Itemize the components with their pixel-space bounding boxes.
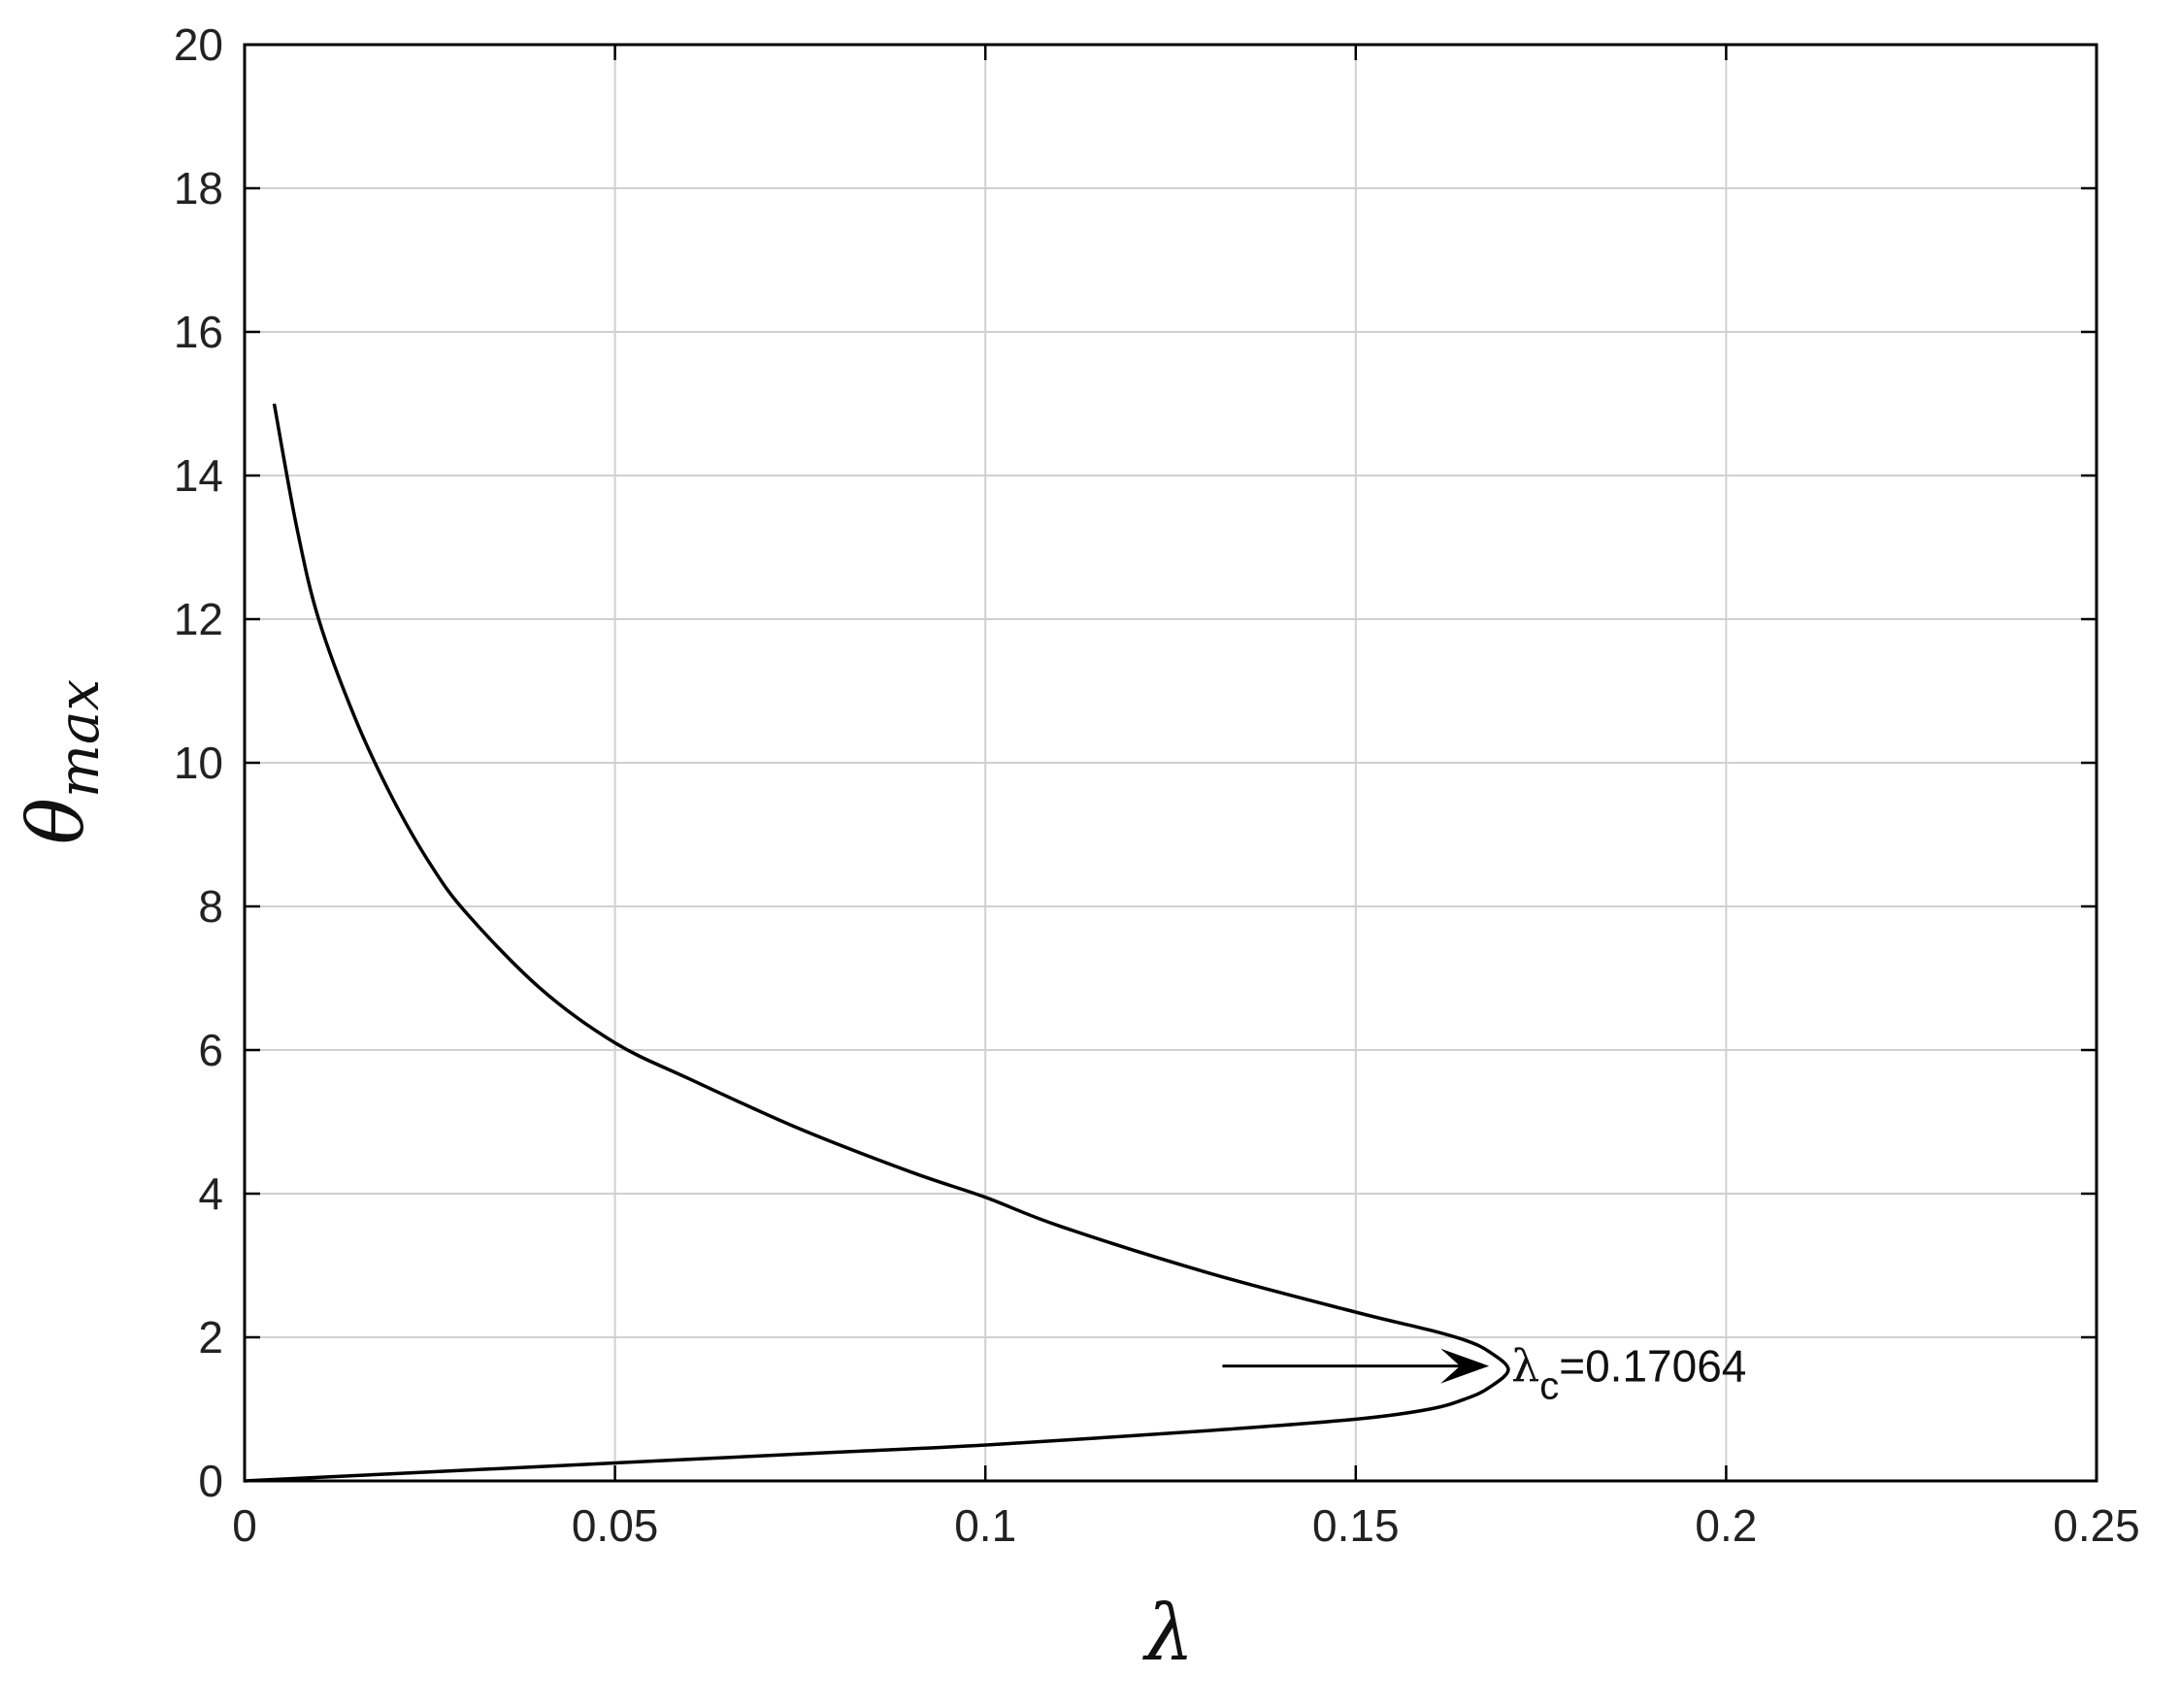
- series-line: [244, 403, 1510, 1483]
- y-tick-label: 12: [174, 594, 223, 644]
- series-group: [244, 403, 1510, 1483]
- y-tick-label: 6: [198, 1025, 223, 1075]
- grid: [245, 45, 2097, 1481]
- annotation-label-value: =0.17064: [1559, 1341, 1746, 1392]
- x-tick-label: 0.2: [1695, 1500, 1757, 1551]
- y-axis-label-group: θmax: [11, 679, 112, 844]
- annotation-label-subscript: c: [1539, 1365, 1559, 1408]
- y-tick-label: 14: [174, 450, 223, 501]
- x-axis-label: λ: [1142, 1588, 1195, 1678]
- axis-labels: λ θmax: [11, 679, 1194, 1678]
- y-tick-label: 2: [198, 1312, 223, 1363]
- y-tick-label: 0: [198, 1456, 223, 1506]
- x-tick-label: 0.25: [2053, 1500, 2140, 1551]
- annotation-arrow-head: [1440, 1348, 1490, 1384]
- y-axis-label-subscript: max: [46, 679, 112, 798]
- x-tick-label: 0.05: [572, 1500, 659, 1551]
- annotation-label: λc=0.17064: [1511, 1340, 1746, 1408]
- y-tick-label: 18: [174, 163, 223, 214]
- x-tick-label: 0.1: [954, 1500, 1016, 1551]
- annotation-label-base: λ: [1511, 1340, 1539, 1393]
- y-tick-label: 16: [174, 307, 223, 357]
- y-axis-label: θmax: [11, 679, 112, 844]
- axis-ticks: 0 0.05 0.1 0.15 0.2 0.25 0 2 4 6 8 10 12 14 16 18 20: [174, 19, 2140, 1551]
- y-tick-label: 4: [198, 1168, 223, 1219]
- x-tick-label: 0.15: [1312, 1500, 1400, 1551]
- y-tick-label: 20: [174, 19, 223, 70]
- y-tick-label: 8: [198, 881, 223, 932]
- y-axis-label-base: θ: [11, 798, 101, 844]
- y-tick-label: 10: [174, 738, 223, 788]
- annotation-group: λc=0.17064: [1222, 1340, 1746, 1408]
- x-tick-label: 0: [232, 1500, 257, 1551]
